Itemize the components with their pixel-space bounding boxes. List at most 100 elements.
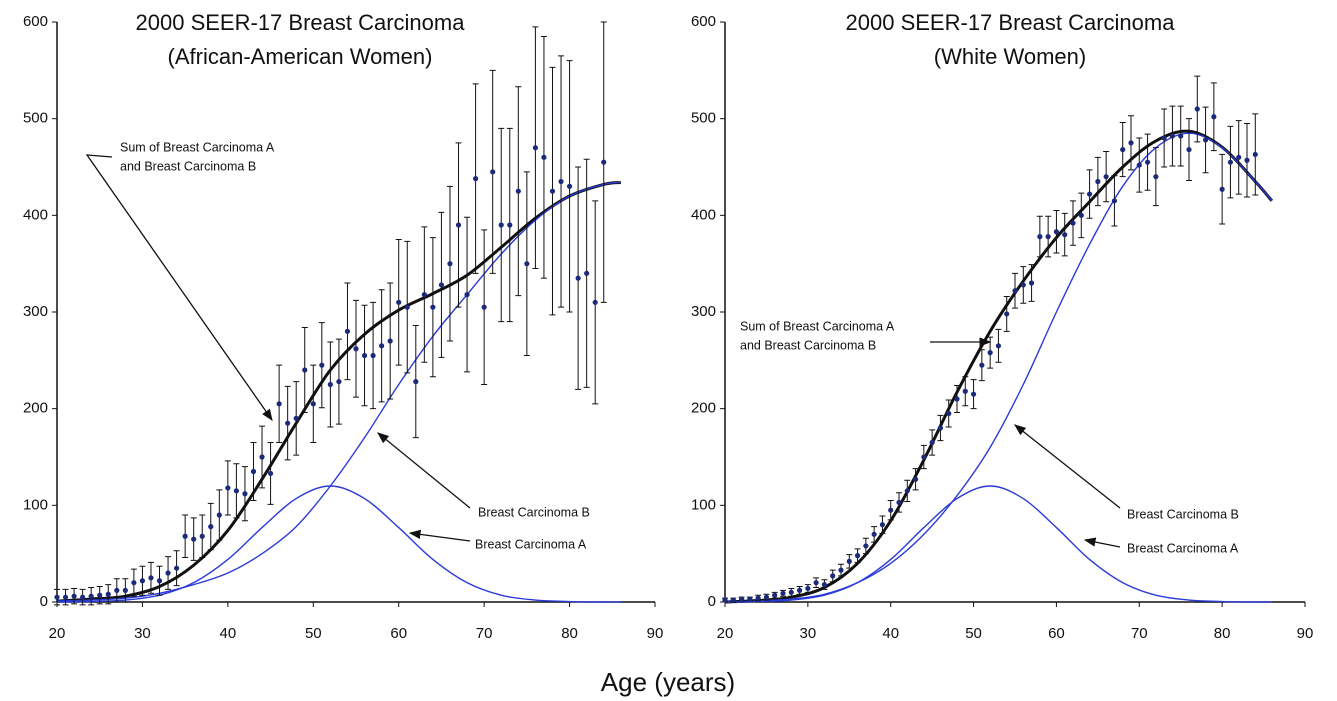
data-point bbox=[821, 582, 828, 588]
y-tick-label: 200 bbox=[23, 400, 48, 417]
data-point bbox=[566, 183, 573, 189]
curve bbox=[56, 181, 621, 602]
data-point bbox=[302, 367, 308, 373]
data-point bbox=[319, 362, 325, 368]
annotation: Sum of Breast Carcinoma A bbox=[120, 140, 275, 154]
data-point bbox=[379, 343, 385, 349]
data-point bbox=[1053, 229, 1060, 235]
data-point bbox=[285, 420, 291, 426]
data-point bbox=[896, 499, 902, 506]
data-point bbox=[929, 439, 935, 446]
x-tick-label: 20 bbox=[717, 625, 734, 642]
data-point bbox=[515, 188, 521, 194]
x-tick-label: 40 bbox=[220, 625, 237, 642]
data-point bbox=[558, 178, 564, 185]
data-point bbox=[1062, 232, 1068, 238]
data-point bbox=[105, 591, 111, 597]
y-tick-label: 100 bbox=[23, 496, 48, 513]
data-point bbox=[1178, 133, 1184, 139]
data-point bbox=[854, 553, 861, 559]
data-point bbox=[473, 176, 479, 182]
y-tick-label: 600 bbox=[23, 13, 48, 30]
data-point bbox=[438, 282, 445, 288]
chart-title: 2000 SEER-17 Breast Carcinoma bbox=[846, 10, 1176, 35]
data-point bbox=[796, 587, 803, 594]
data-point bbox=[921, 454, 927, 460]
data-point bbox=[1186, 147, 1192, 153]
data-point bbox=[421, 292, 427, 298]
annotation: Breast Carcinoma A bbox=[475, 537, 587, 551]
data-point bbox=[584, 270, 590, 276]
x-tick-label: 30 bbox=[134, 625, 151, 642]
chart-title: 2000 SEER-17 Breast Carcinoma bbox=[136, 10, 466, 35]
curve bbox=[724, 485, 1272, 603]
data-point bbox=[1070, 220, 1076, 226]
x-axis-label: Age (years) bbox=[601, 667, 735, 697]
data-point bbox=[747, 596, 753, 602]
x-tick-label: 60 bbox=[390, 625, 407, 642]
x-tick-label: 70 bbox=[1131, 625, 1148, 642]
data-point bbox=[1161, 135, 1167, 141]
data-point bbox=[1004, 311, 1010, 317]
data-point bbox=[755, 595, 761, 601]
data-point bbox=[387, 338, 393, 344]
data-point bbox=[71, 593, 77, 599]
data-point bbox=[276, 401, 282, 407]
data-point bbox=[954, 396, 960, 402]
data-point bbox=[310, 401, 316, 407]
data-point bbox=[156, 578, 163, 584]
x-tick-label: 40 bbox=[882, 625, 899, 642]
annotation: and Breast Carcinoma B bbox=[740, 338, 876, 352]
data-point bbox=[912, 476, 919, 482]
annotation-arrow bbox=[1083, 537, 1121, 548]
data-point bbox=[549, 188, 556, 194]
y-tick-label: 100 bbox=[691, 496, 716, 513]
y-tick-label: 600 bbox=[691, 13, 716, 30]
data-point bbox=[904, 488, 910, 494]
data-point bbox=[370, 352, 376, 359]
data-point bbox=[1045, 234, 1051, 240]
data-point bbox=[336, 379, 342, 385]
data-point bbox=[447, 261, 453, 267]
data-point bbox=[464, 292, 470, 298]
data-point bbox=[863, 543, 869, 549]
annotation-arrow bbox=[377, 432, 471, 509]
y-tick-label: 400 bbox=[23, 206, 48, 223]
data-point bbox=[1202, 137, 1209, 143]
y-tick-label: 300 bbox=[23, 303, 48, 320]
data-point bbox=[396, 299, 402, 305]
y-tick-label: 0 bbox=[708, 593, 716, 610]
data-point bbox=[139, 578, 146, 584]
data-point bbox=[413, 379, 419, 385]
curve bbox=[724, 129, 1274, 604]
data-point bbox=[191, 536, 197, 542]
data-point bbox=[772, 592, 778, 598]
curve bbox=[56, 485, 621, 603]
data-point bbox=[1236, 154, 1242, 160]
data-point bbox=[995, 343, 1002, 349]
data-point bbox=[888, 507, 894, 513]
data-point bbox=[498, 222, 504, 228]
y-tick-label: 500 bbox=[691, 110, 716, 127]
data-point bbox=[122, 587, 128, 594]
data-point bbox=[592, 299, 598, 305]
data-point bbox=[1012, 288, 1018, 294]
data-point bbox=[1128, 140, 1134, 146]
data-point bbox=[54, 594, 60, 600]
x-tick-label: 80 bbox=[561, 625, 578, 642]
data-point bbox=[250, 468, 257, 475]
x-tick-label: 90 bbox=[1297, 625, 1314, 642]
y-tick-label: 500 bbox=[23, 110, 48, 127]
data-point bbox=[1211, 114, 1217, 120]
data-point bbox=[233, 488, 239, 494]
annotation-arrow bbox=[85, 154, 273, 421]
data-point bbox=[763, 594, 770, 600]
data-point bbox=[1078, 212, 1084, 218]
data-point bbox=[1086, 191, 1093, 197]
annotation-arrow bbox=[1014, 424, 1121, 509]
annotation: and Breast Carcinoma B bbox=[120, 159, 256, 173]
data-point bbox=[541, 154, 547, 160]
data-point bbox=[987, 350, 993, 356]
data-point bbox=[88, 593, 94, 599]
annotation: Breast Carcinoma B bbox=[478, 505, 590, 519]
